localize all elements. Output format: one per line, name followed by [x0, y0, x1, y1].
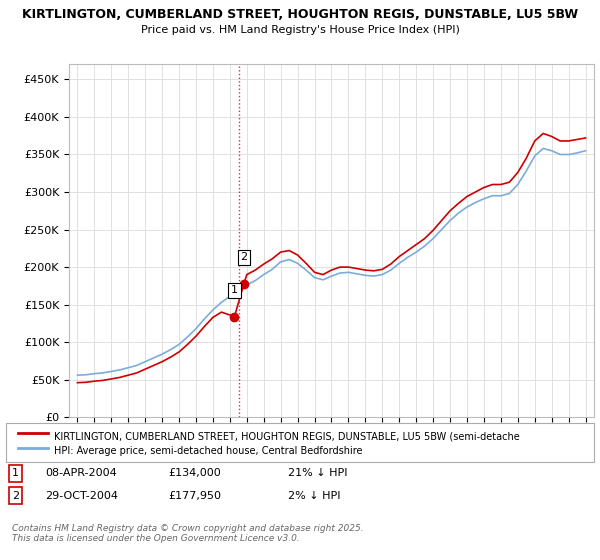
Text: Contains HM Land Registry data © Crown copyright and database right 2025.
This d: Contains HM Land Registry data © Crown c…: [12, 524, 364, 543]
Text: Price paid vs. HM Land Registry's House Price Index (HPI): Price paid vs. HM Land Registry's House …: [140, 25, 460, 35]
Text: 2: 2: [241, 253, 248, 262]
Text: 21% ↓ HPI: 21% ↓ HPI: [288, 468, 347, 478]
Text: 08-APR-2004: 08-APR-2004: [45, 468, 117, 478]
Text: 2: 2: [12, 491, 19, 501]
Text: 2% ↓ HPI: 2% ↓ HPI: [288, 491, 341, 501]
Text: £134,000: £134,000: [168, 468, 221, 478]
Text: HPI: Average price, semi-detached house, Central Bedfordshire: HPI: Average price, semi-detached house,…: [54, 446, 362, 456]
Text: KIRTLINGTON, CUMBERLAND STREET, HOUGHTON REGIS, DUNSTABLE, LU5 5BW (semi-detache: KIRTLINGTON, CUMBERLAND STREET, HOUGHTON…: [54, 431, 520, 441]
Text: KIRTLINGTON, CUMBERLAND STREET, HOUGHTON REGIS, DUNSTABLE, LU5 5BW: KIRTLINGTON, CUMBERLAND STREET, HOUGHTON…: [22, 8, 578, 21]
Text: 1: 1: [12, 468, 19, 478]
Text: £177,950: £177,950: [168, 491, 221, 501]
Text: 29-OCT-2004: 29-OCT-2004: [45, 491, 118, 501]
Text: 1: 1: [231, 286, 238, 295]
